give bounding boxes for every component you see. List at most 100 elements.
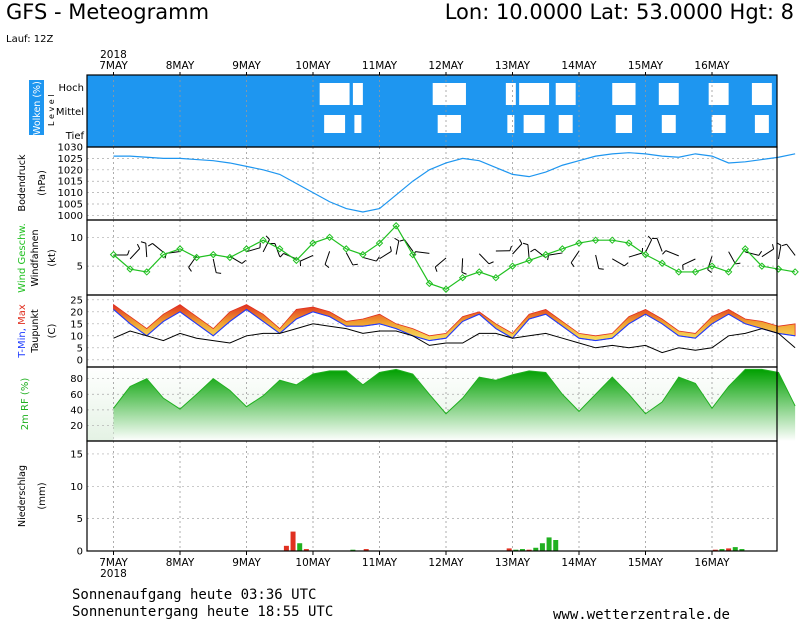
wind-speed-point — [159, 250, 168, 259]
wind-barb-feather — [519, 239, 523, 244]
wind-barb-feather — [758, 250, 763, 256]
wind-speed-point — [109, 250, 118, 259]
precipitation-unit-label: (mm) — [37, 482, 48, 509]
x-tick-label-bottom: 12MAY — [428, 557, 464, 569]
y-tick-label: 10 — [70, 482, 83, 493]
windbarbs-axis-label: Windfahnen — [30, 230, 41, 287]
clear-sky-patch — [555, 83, 576, 105]
wind-barb-feather — [279, 253, 284, 258]
wind-barb-feather — [136, 243, 141, 249]
pressure-axis-label: Bodendruck — [17, 154, 28, 211]
precipitation-bar — [526, 549, 532, 551]
wind-barb — [379, 250, 392, 260]
wind-barb-feather — [461, 271, 467, 275]
wind-speed-point — [276, 245, 284, 253]
wind-barb — [300, 254, 314, 262]
precipitation-bar — [519, 549, 525, 551]
wind-barb — [262, 239, 270, 253]
precipitation-bar — [739, 549, 745, 551]
x-tick-label-top: 13MAY — [495, 60, 531, 72]
wind-speed-point — [658, 259, 666, 267]
wind-barb — [728, 251, 736, 265]
wind-unit-label: (kt) — [47, 249, 58, 267]
clear-sky-patch — [658, 83, 679, 105]
x-tick-label-top: 7MAY — [99, 60, 128, 72]
wind-barb-feather — [598, 268, 604, 270]
cloud-level-tief: Tief — [65, 131, 85, 142]
wind-barb — [745, 251, 759, 256]
temperature-band — [113, 303, 796, 342]
wind-barb — [628, 252, 643, 258]
wind-barb — [611, 258, 625, 267]
wind-speed-point — [475, 268, 483, 276]
source-url[interactable]: www.wetterzentrale.de — [552, 607, 730, 623]
wind-speed-point — [758, 262, 766, 270]
wind-speed-point — [325, 233, 334, 242]
x-tick-label-bottom: 15MAY — [628, 557, 664, 569]
wind-barb — [512, 243, 523, 255]
precipitation-bar — [283, 545, 289, 551]
wind-barb — [188, 255, 198, 268]
humidity-line — [113, 368, 796, 415]
x-tick-label-bottom: 7MAY — [99, 557, 128, 569]
wind-speed-point — [575, 239, 583, 247]
precipitation-bar — [539, 543, 545, 551]
clear-sky-patch — [615, 115, 633, 133]
precipitation-bar — [350, 549, 356, 551]
clear-sky-patch — [432, 83, 466, 105]
wind-barb — [229, 255, 243, 264]
temperature-unit-label: (C) — [47, 324, 58, 339]
wind-speed-point — [143, 268, 151, 276]
wind-barb-feather — [570, 262, 575, 268]
wind-speed-point — [458, 273, 467, 282]
precipitation-bar — [297, 543, 303, 551]
pressure-series-line — [113, 152, 796, 213]
wind-speed-point — [708, 262, 716, 270]
y-tick-label: 20 — [70, 307, 83, 318]
wind-barb — [595, 254, 600, 269]
chart-header: GFS - Meteogramm Lon: 10.0000 Lat: 53.00… — [0, 0, 800, 30]
wind-speed-point — [342, 245, 350, 253]
y-tick-label: 1010 — [58, 188, 83, 199]
clear-sky-patch — [437, 115, 461, 133]
y-tick-label: 1020 — [58, 165, 83, 176]
wind-speed-point — [558, 245, 567, 253]
wind-axis-label: Wind Geschw. — [17, 223, 28, 293]
x-tick-label-top: 12MAY — [428, 60, 464, 72]
wind-barb-feather — [781, 243, 787, 247]
wind-speed-point — [425, 279, 434, 288]
clear-sky-patch — [661, 115, 676, 133]
x-tick-label-top: 8MAY — [166, 60, 195, 72]
wind-speed-point — [375, 239, 384, 247]
x-tick-label-bottom: 10MAY — [295, 557, 331, 569]
wind-barb-feather — [547, 255, 550, 261]
y-tick-label: 5 — [77, 262, 83, 273]
x-tick-label-top: 15MAY — [628, 60, 664, 72]
x-tick-label-bottom: 14MAY — [561, 557, 597, 569]
y-tick-label: 1025 — [58, 154, 83, 165]
wind-barb-feather — [707, 269, 712, 274]
wind-barb — [129, 248, 141, 260]
wind-speed-point — [608, 236, 616, 244]
wind-barb — [395, 240, 400, 255]
wind-speed-point — [176, 245, 184, 253]
pressure-unit-label: (hPa) — [37, 170, 48, 196]
wind-barb — [152, 243, 164, 253]
wind-speed-point — [442, 285, 450, 293]
wind-barb — [682, 258, 696, 266]
wind-barb-feather — [647, 235, 652, 241]
clear-sky-patch — [507, 115, 515, 133]
wind-barb — [548, 252, 563, 256]
sunset-text: Sonnenuntergang heute 18:55 UTC — [72, 604, 334, 620]
panel-border — [86, 440, 778, 552]
wind-barb-feather — [216, 272, 222, 274]
wind-barb-feather — [434, 266, 438, 272]
wind-barb-feather — [352, 263, 358, 266]
y-tick-label: 10 — [70, 233, 83, 244]
wind-speed-line — [113, 224, 796, 290]
wind-label-part: Wind — [17, 265, 28, 293]
wind-barb-feather — [488, 261, 494, 265]
x-tick-label-top: 16MAY — [694, 60, 730, 72]
wind-barb — [761, 248, 774, 258]
wind-speed-point — [192, 253, 201, 262]
